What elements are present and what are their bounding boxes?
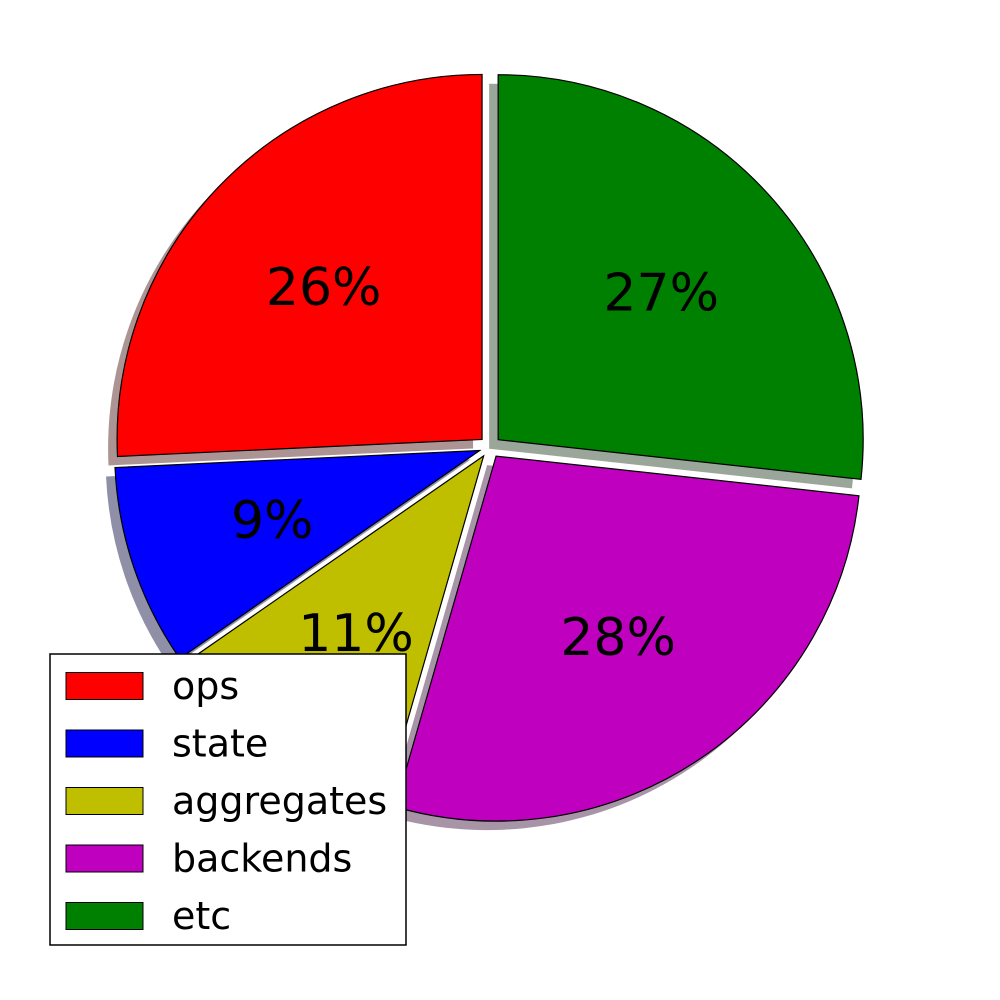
legend-swatch-aggregates — [65, 787, 144, 815]
pct-label-ops: 26% — [266, 258, 382, 318]
legend-swatch-state — [65, 729, 144, 758]
legend-swatch-etc — [65, 902, 144, 930]
legend-entries: ops state aggregates backends etc — [65, 664, 387, 938]
slice-ops — [116, 73, 483, 458]
pct-label-etc: 27% — [603, 263, 719, 323]
pct-label-state: 9% — [231, 491, 314, 551]
legend-label-backends: backends — [172, 837, 352, 881]
legend: ops state aggregates backends etc — [49, 653, 407, 946]
legend-label-ops: ops — [172, 664, 239, 708]
legend-swatch-ops — [65, 672, 144, 700]
pct-label-backends: 28% — [560, 608, 676, 668]
slice-backends — [394, 455, 860, 822]
legend-swatch-backends — [65, 844, 144, 873]
legend-label-aggregates: aggregates — [172, 779, 387, 823]
slice-etc — [497, 74, 864, 481]
legend-label-state: state — [172, 722, 268, 766]
slice-state — [114, 449, 482, 660]
legend-label-etc: etc — [172, 894, 231, 938]
